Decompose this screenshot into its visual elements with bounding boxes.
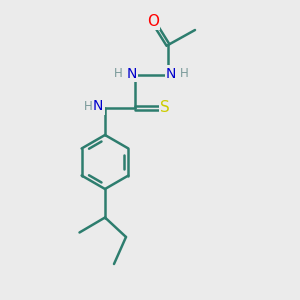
Text: N: N — [166, 67, 176, 80]
Text: N: N — [93, 100, 104, 113]
Text: H: H — [180, 67, 189, 80]
Text: H: H — [114, 67, 123, 80]
Text: H: H — [84, 100, 93, 113]
Text: N: N — [127, 67, 137, 80]
Text: S: S — [160, 100, 170, 116]
Text: O: O — [147, 14, 159, 28]
